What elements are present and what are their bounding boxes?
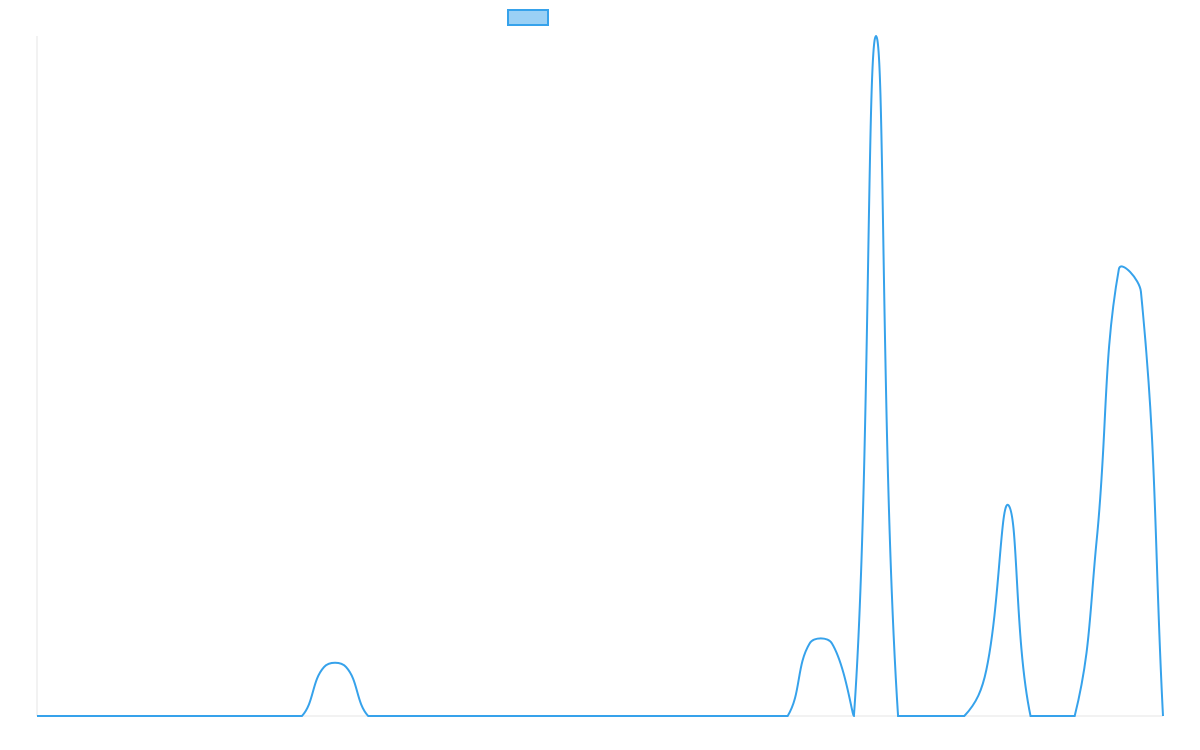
legend-swatch[interactable] (507, 9, 549, 26)
data-line (37, 34, 1164, 718)
